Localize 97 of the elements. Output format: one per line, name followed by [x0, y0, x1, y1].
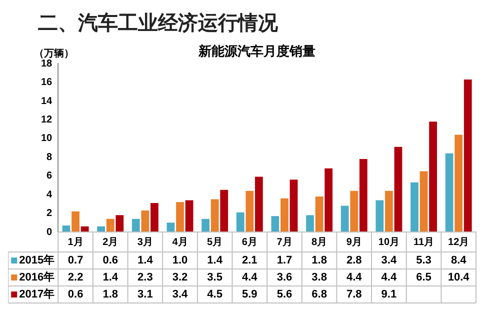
- data-label: 1.4: [138, 254, 154, 267]
- data-label: 4.4: [346, 272, 363, 284]
- x-tick-label: 1月: [68, 236, 84, 248]
- chart-subtitle: 新能源汽车月度销量: [198, 43, 316, 58]
- data-label: 1.4: [102, 272, 119, 284]
- y-axis-title: （万辆）: [34, 47, 74, 60]
- bar: [280, 198, 288, 232]
- x-tick-label: 5月: [207, 236, 223, 248]
- data-label: 5.9: [242, 288, 258, 301]
- legend-label: 2016年: [19, 270, 55, 284]
- bar: [445, 153, 454, 232]
- bar: [220, 190, 228, 232]
- chart-title: 二、汽车工业经济运行情况: [38, 12, 279, 35]
- x-tick-label: 12月: [448, 236, 470, 248]
- bar: [236, 212, 244, 232]
- data-label: 3.8: [312, 272, 327, 284]
- bar: [454, 134, 463, 232]
- bar: [394, 146, 402, 232]
- bar: [185, 200, 194, 232]
- y-tick-label: 4: [46, 189, 53, 200]
- data-label: 3.4: [172, 288, 189, 301]
- bar: [410, 182, 418, 232]
- bar: [210, 199, 219, 232]
- y-tick-label: 18: [41, 58, 53, 70]
- bar: [315, 196, 324, 232]
- data-label: 3.2: [172, 272, 188, 284]
- data-label: 2.2: [68, 272, 84, 284]
- data-label: 10.4: [448, 272, 470, 284]
- x-tick-label: 11月: [413, 236, 434, 248]
- data-label: 2.8: [346, 254, 362, 267]
- data-label: 5.6: [276, 288, 292, 301]
- data-label: 3.1: [138, 288, 153, 301]
- data-label: 3.5: [207, 272, 222, 284]
- data-label: 6.5: [416, 272, 432, 284]
- x-tick-label: 10月: [378, 236, 400, 248]
- bar: [97, 226, 106, 232]
- bar: [80, 226, 89, 232]
- data-label: 0.6: [68, 288, 84, 301]
- x-tick-label: 4月: [172, 236, 188, 248]
- y-tick-label: 10: [41, 133, 53, 144]
- x-tick-label: 2月: [102, 236, 118, 248]
- x-tick-label: 8月: [312, 236, 328, 248]
- bar: [359, 159, 368, 232]
- x-tick-label: 6月: [242, 236, 258, 248]
- bar: [202, 218, 210, 232]
- data-label: 2.3: [138, 272, 153, 284]
- y-tick-label: 0: [46, 226, 53, 238]
- bar: [376, 200, 384, 232]
- data-label: 1.0: [172, 254, 188, 267]
- bar: [464, 80, 472, 232]
- bar: [116, 215, 124, 232]
- data-label: 3.4: [381, 254, 398, 267]
- bar: [306, 215, 314, 232]
- data-label: 8.4: [450, 254, 468, 267]
- y-tick-label: 12: [41, 114, 53, 126]
- data-label: 1.8: [102, 288, 118, 301]
- bar: [271, 216, 280, 232]
- bar: [176, 202, 184, 232]
- data-label: 6.8: [312, 288, 327, 301]
- bar: [166, 222, 175, 232]
- data-label: 1.4: [207, 254, 224, 267]
- bar: [350, 190, 358, 232]
- bar: [132, 218, 140, 232]
- x-tick-label: 7月: [276, 236, 292, 248]
- data-label: 0.7: [68, 254, 84, 267]
- bar: [420, 171, 428, 232]
- bar: [150, 203, 158, 232]
- bar: [290, 180, 298, 232]
- legend-label: 2015年: [19, 254, 55, 267]
- y-tick-label: 16: [41, 77, 53, 88]
- bar: [340, 206, 349, 232]
- data-label: 4.4: [381, 272, 398, 284]
- data-label: 1.7: [276, 254, 292, 267]
- y-tick-label: 2: [46, 208, 53, 220]
- data-label: 4.4: [242, 272, 258, 284]
- bar: [246, 190, 254, 232]
- bar: [141, 210, 150, 232]
- bar: [72, 211, 80, 232]
- legend-label: 2017年: [19, 288, 55, 301]
- data-label: 7.8: [346, 288, 362, 301]
- bar: [384, 190, 393, 232]
- data-label: 4.5: [207, 288, 222, 301]
- bar: [106, 218, 114, 232]
- bar: [254, 176, 263, 232]
- data-label: 3.6: [276, 272, 292, 284]
- bar: [324, 168, 333, 232]
- y-tick-label: 14: [41, 96, 53, 107]
- x-tick-label: 3月: [137, 236, 153, 248]
- x-tick-label: 9月: [346, 236, 362, 248]
- data-label: 0.6: [102, 254, 118, 267]
- bar: [429, 122, 437, 232]
- y-tick-label: 8: [46, 152, 53, 163]
- data-label: 2.1: [242, 254, 258, 267]
- data-label: 9.1: [381, 288, 397, 301]
- data-label: 1.8: [312, 254, 327, 267]
- y-tick-label: 6: [46, 170, 53, 182]
- data-label: 5.3: [416, 254, 432, 267]
